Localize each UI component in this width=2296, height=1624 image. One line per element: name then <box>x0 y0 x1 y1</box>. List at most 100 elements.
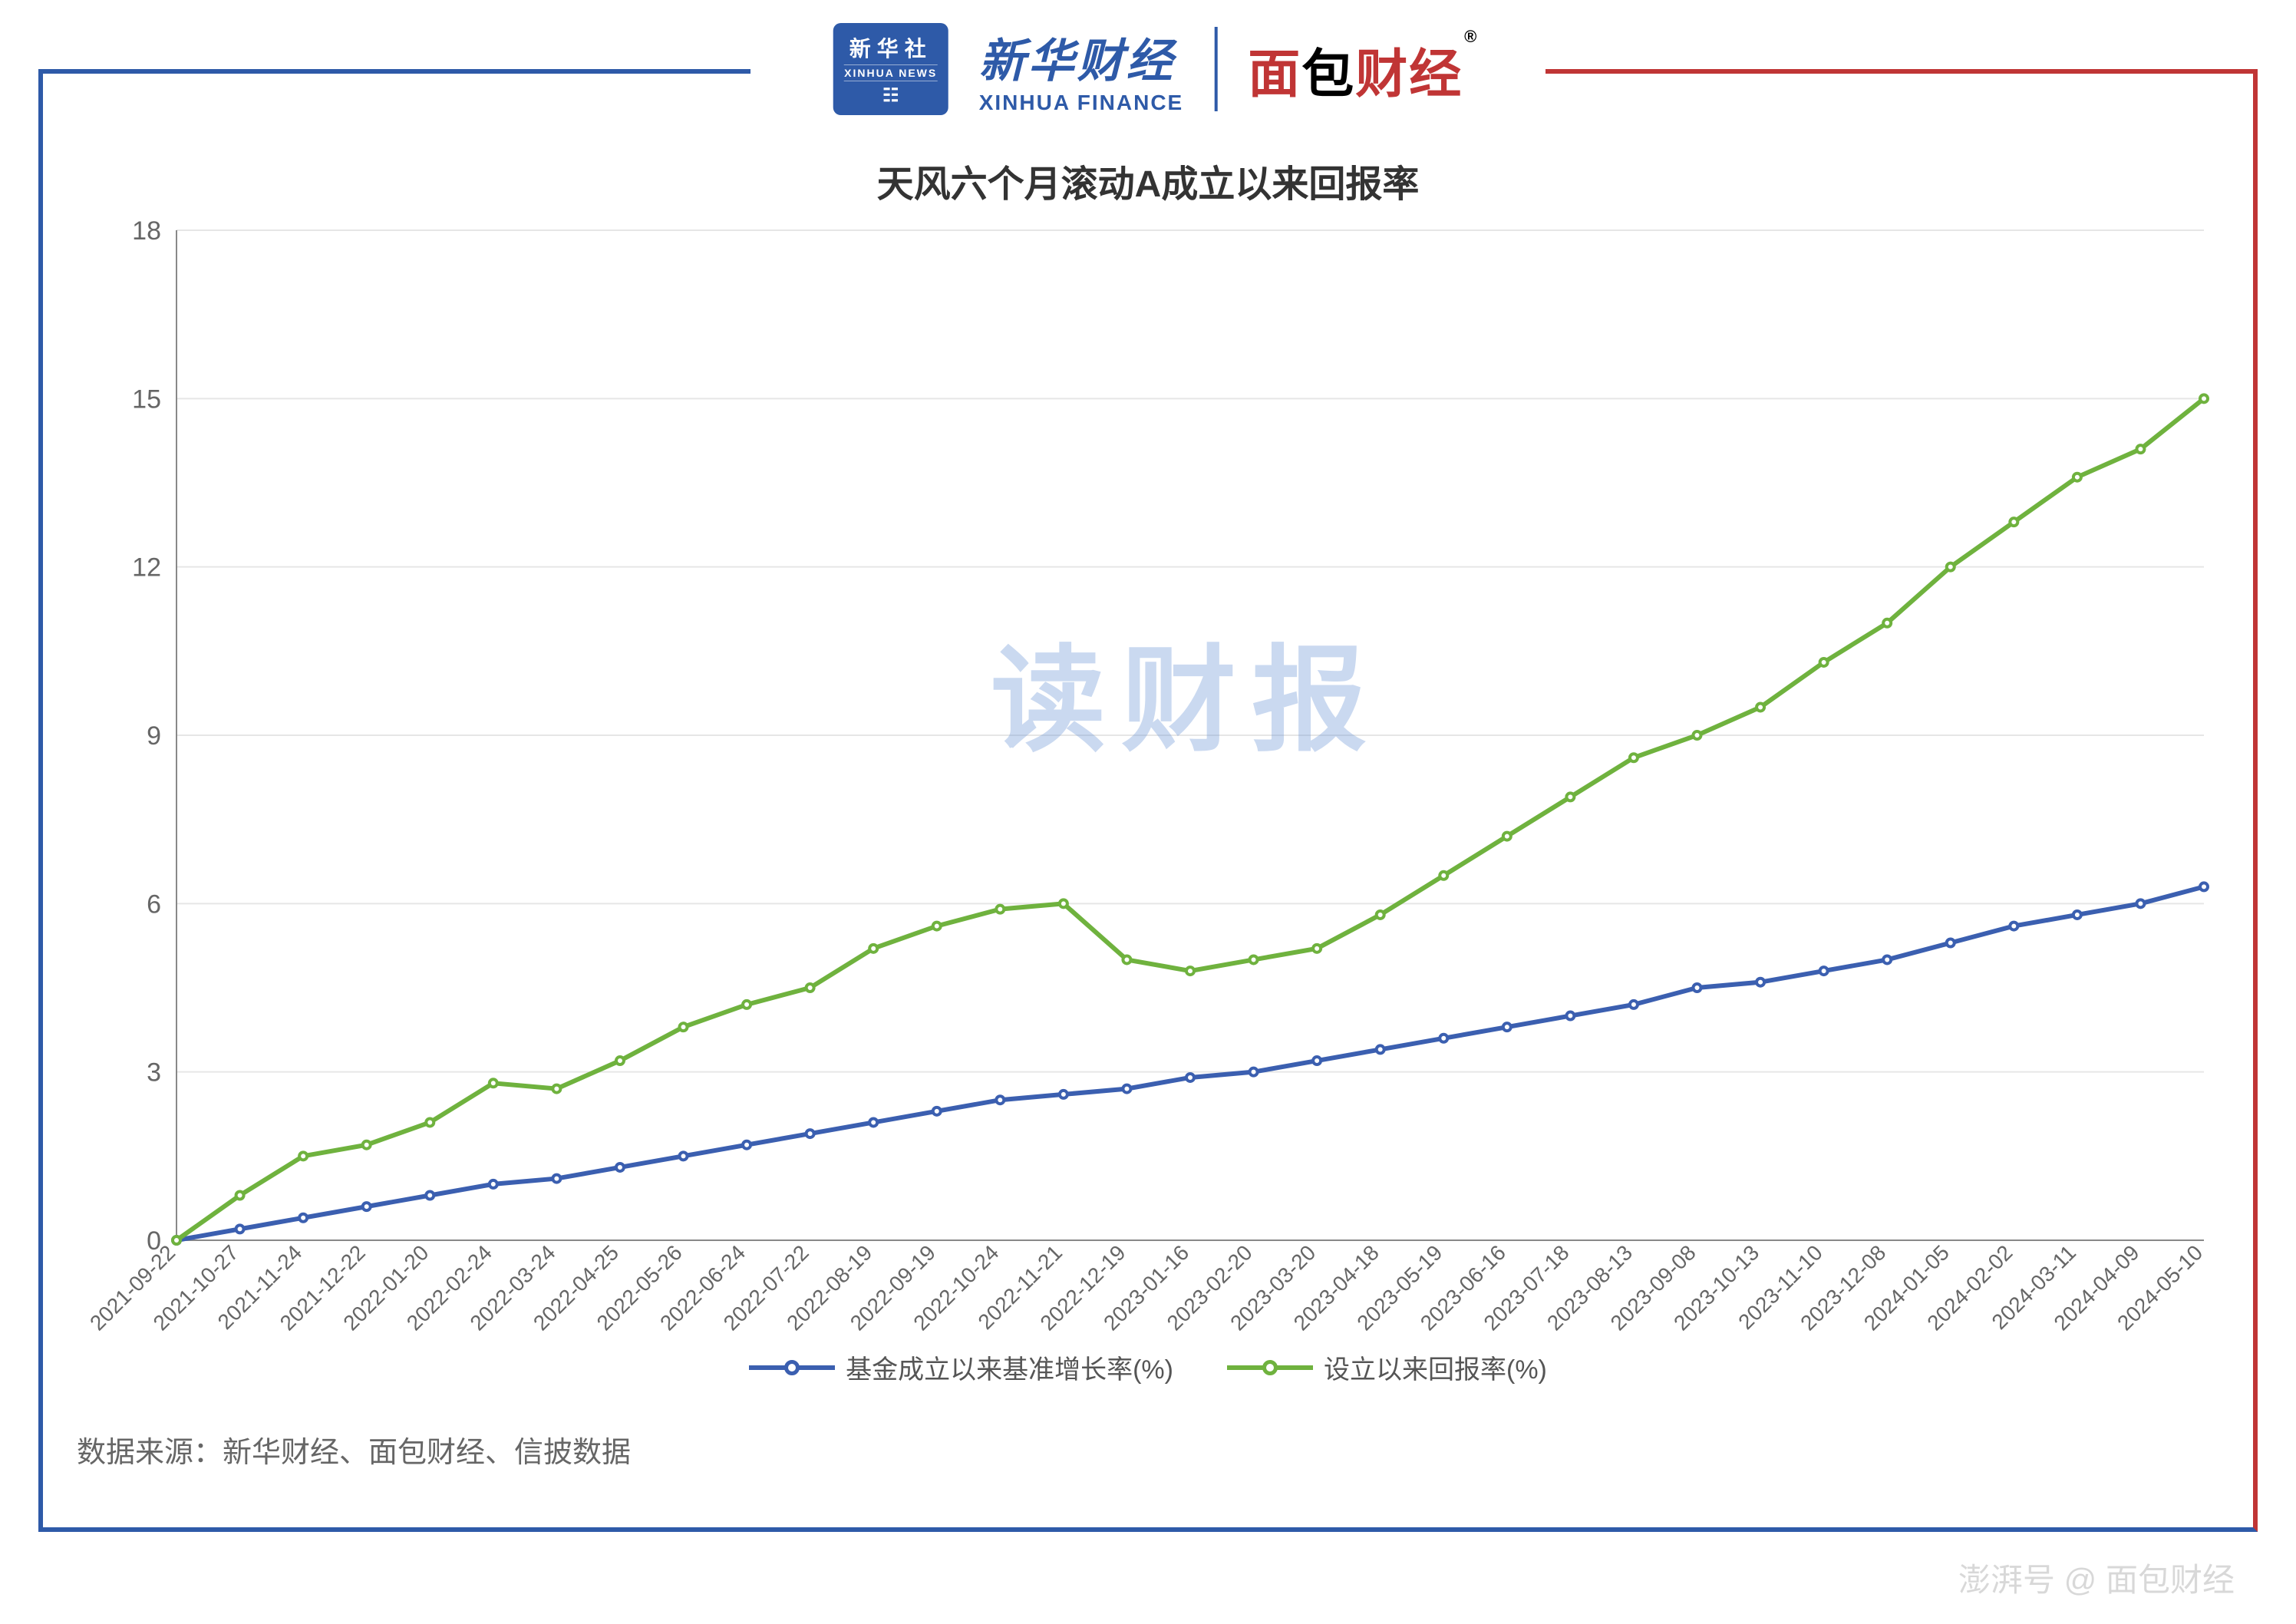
chart-title: 天风六个月滚动A成立以来回报率 <box>0 153 2296 207</box>
mianbao-caijing-logo: 面包财经 ® <box>1248 31 1463 107</box>
series-marker <box>1883 956 1891 963</box>
series-marker <box>1630 754 1638 761</box>
series-marker <box>807 1130 814 1137</box>
series-marker <box>1186 1074 1194 1081</box>
series-marker <box>1566 793 1574 800</box>
y-tick-label: 6 <box>147 890 161 919</box>
series-marker <box>1186 967 1194 975</box>
series-marker <box>1440 1035 1447 1042</box>
series-marker <box>2073 911 2081 919</box>
series-marker <box>1123 1085 1130 1093</box>
series-marker <box>299 1152 307 1160</box>
chart-legend: 基金成立以来基准增长率(%) 设立以来回报率(%) <box>0 1348 2296 1386</box>
series-marker <box>426 1118 434 1126</box>
series-marker <box>1503 833 1511 840</box>
series-marker <box>2200 883 2208 890</box>
series-marker <box>2136 899 2144 907</box>
badge-net-icon: ☷ <box>882 84 899 107</box>
series-marker <box>680 1152 688 1160</box>
series-line <box>176 886 2204 1240</box>
series-marker <box>869 1118 877 1126</box>
series-marker <box>1377 1045 1384 1053</box>
series-marker <box>2136 445 2144 453</box>
series-marker <box>1694 731 1701 739</box>
series-marker <box>236 1225 244 1233</box>
series-marker <box>996 1096 1004 1104</box>
series-marker <box>1250 1068 1258 1076</box>
series-marker <box>1947 563 1955 571</box>
series-marker <box>490 1180 497 1188</box>
badge-cn: 新华社 <box>849 32 932 63</box>
series-marker <box>1757 979 1764 986</box>
series-marker <box>1060 1091 1067 1098</box>
series-marker <box>1820 659 1828 666</box>
badge-en: XINHUA NEWS <box>844 64 937 81</box>
series-marker <box>1313 945 1321 952</box>
series-marker <box>1757 703 1764 711</box>
legend-item: 基金成立以来基准增长率(%) <box>749 1348 1173 1386</box>
series-marker <box>1250 956 1258 963</box>
footer-watermark: 澎湃号 @ 面包财经 <box>1958 1554 2235 1601</box>
legend-swatch <box>749 1360 835 1375</box>
series-marker <box>1630 1001 1638 1008</box>
xhf-cn: 新华财经 <box>979 24 1184 91</box>
y-tick-label: 12 <box>132 553 161 583</box>
series-marker <box>1883 619 1891 627</box>
mbcj-p3: 财经 <box>1355 45 1463 104</box>
series-marker <box>1123 956 1130 963</box>
series-line <box>176 398 2204 1240</box>
mbcj-p1: 面 <box>1248 45 1301 104</box>
series-marker <box>426 1192 434 1200</box>
y-tick-label: 18 <box>132 216 161 246</box>
series-marker <box>553 1085 560 1093</box>
series-marker <box>173 1236 180 1244</box>
series-marker <box>1060 899 1067 907</box>
series-marker <box>680 1023 688 1031</box>
series-marker <box>1503 1023 1511 1031</box>
series-marker <box>363 1203 371 1210</box>
data-source-line: 数据来源：新华财经、面包财经、信披数据 <box>77 1428 631 1471</box>
series-marker <box>490 1079 497 1087</box>
series-marker <box>2010 923 2017 930</box>
xhf-en: XINHUA FINANCE <box>979 91 1184 115</box>
series-marker <box>299 1214 307 1222</box>
series-marker <box>1820 967 1828 975</box>
series-marker <box>933 923 941 930</box>
xinhua-finance-logo: 新华财经 XINHUA FINANCE <box>979 24 1184 115</box>
series-marker <box>1313 1057 1321 1065</box>
series-marker <box>2073 474 2081 481</box>
logo-bar: 新华社 XINHUA NEWS ☷ 新华财经 XINHUA FINANCE 面包… <box>833 23 1463 115</box>
series-marker <box>616 1057 624 1065</box>
y-tick-label: 9 <box>147 721 161 751</box>
legend-item: 设立以来回报率(%) <box>1227 1348 1547 1386</box>
series-marker <box>807 984 814 992</box>
chart-svg: 03691215182021-09-222021-10-272021-11-24… <box>153 223 2219 1263</box>
series-marker <box>1947 939 1955 947</box>
registered-icon: ® <box>1464 27 1478 47</box>
series-marker <box>2200 394 2208 402</box>
y-tick-label: 3 <box>147 1058 161 1088</box>
series-marker <box>363 1141 371 1149</box>
mbcj-p2: 包 <box>1301 45 1355 104</box>
series-marker <box>933 1107 941 1115</box>
legend-swatch <box>1227 1360 1313 1375</box>
legend-label: 基金成立以来基准增长率(%) <box>846 1348 1173 1386</box>
series-marker <box>996 906 1004 913</box>
series-marker <box>743 1141 750 1149</box>
series-marker <box>2010 518 2017 526</box>
y-tick-label: 15 <box>132 385 161 414</box>
series-marker <box>1440 872 1447 880</box>
series-marker <box>869 945 877 952</box>
series-marker <box>553 1175 560 1183</box>
logo-divider <box>1214 27 1217 111</box>
footer-watermark-text: 澎湃号 @ 面包财经 <box>1958 1554 2235 1601</box>
series-marker <box>1694 984 1701 992</box>
chart-plot-area: 读财报 03691215182021-09-222021-10-272021-1… <box>153 223 2219 1263</box>
series-marker <box>616 1164 624 1171</box>
series-marker <box>236 1192 244 1200</box>
legend-label: 设立以来回报率(%) <box>1324 1348 1547 1386</box>
series-marker <box>1566 1012 1574 1020</box>
series-marker <box>743 1001 750 1008</box>
series-marker <box>1377 911 1384 919</box>
xinhua-news-badge: 新华社 XINHUA NEWS ☷ <box>833 23 948 115</box>
